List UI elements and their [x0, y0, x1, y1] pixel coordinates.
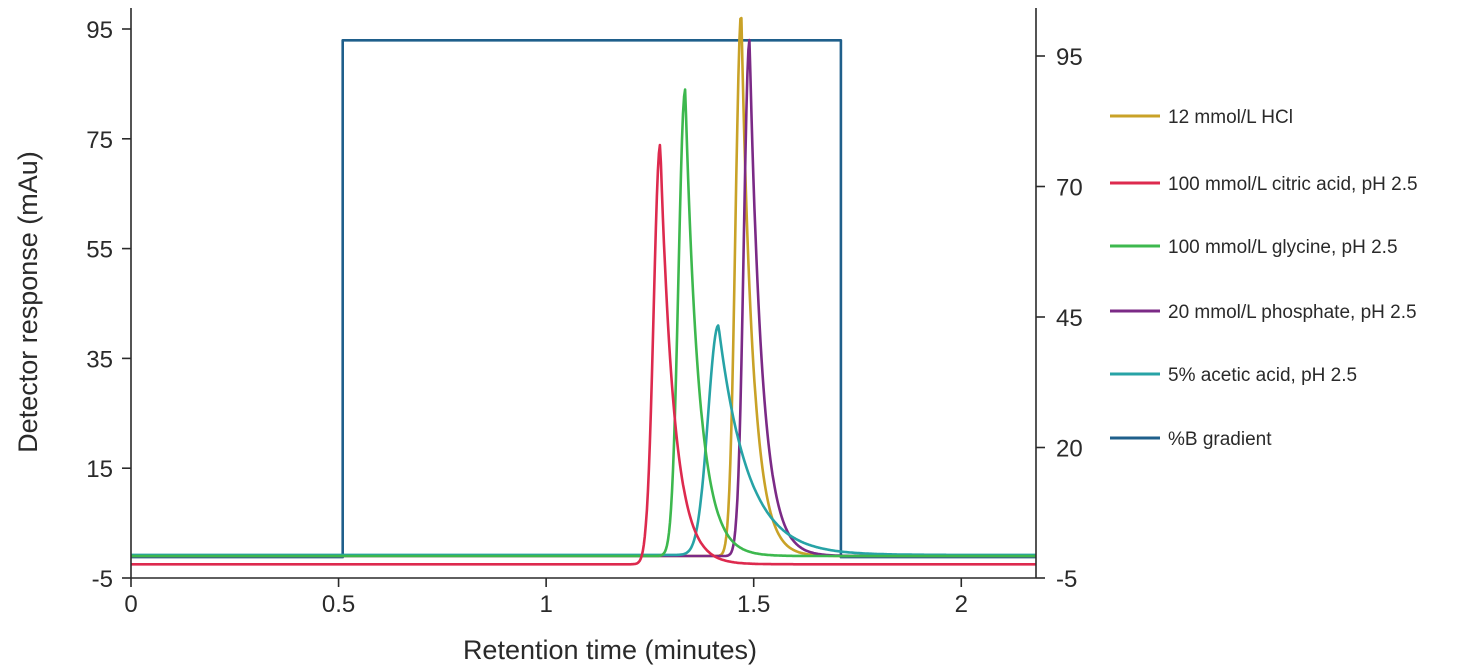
series-layer — [130, 16, 1037, 566]
y-axis-title: Detector response (mAu) — [13, 151, 43, 453]
left-y-tick-label: -5 — [92, 566, 113, 593]
series-line-0 — [130, 16, 1037, 558]
legend-label: %B gradient — [1168, 429, 1272, 450]
legend-label: 12 mmol/L HCl — [1168, 107, 1293, 128]
left-y-tick-label: 35 — [86, 346, 113, 373]
legend-label: 20 mmol/L phosphate, pH 2.5 — [1168, 302, 1417, 323]
x-tick-label: 0 — [124, 591, 137, 618]
x-tick-label: 2 — [955, 591, 968, 618]
legend: 12 mmol/L HCl 100 mmol/L citric acid, pH … — [1110, 107, 1418, 450]
left-y-tick-label: 95 — [86, 17, 113, 44]
right-y-tick-label: 70 — [1056, 175, 1083, 202]
ticks-layer: 0 0.5 1 1.5 2 -5 15 35 55 75 95 -5 20 45 70 95 — [86, 17, 1082, 618]
x-axis-title: Retention time (minutes) — [463, 635, 757, 665]
right-y-tick-label: 20 — [1056, 436, 1083, 463]
left-y-tick-label: 55 — [86, 237, 113, 264]
legend-label: 100 mmol/L glycine, pH 2.5 — [1168, 237, 1398, 258]
axes-layer — [130, 8, 1037, 579]
right-y-tick-label: 95 — [1056, 44, 1083, 71]
right-y-tick-label: -5 — [1056, 566, 1077, 593]
x-tick-label: 1.5 — [737, 591, 770, 618]
x-tick-label: 0.5 — [322, 591, 355, 618]
series-line-4 — [130, 324, 1037, 557]
series-line-3 — [130, 38, 1037, 558]
legend-label: 5% acetic acid, pH 2.5 — [1168, 365, 1357, 386]
left-y-tick-label: 15 — [86, 456, 113, 483]
series-line-1 — [130, 143, 1037, 566]
right-y-tick-label: 45 — [1056, 305, 1083, 332]
legend-label: 100 mmol/L citric acid, pH 2.5 — [1168, 174, 1418, 195]
series-line-2 — [130, 88, 1037, 558]
x-tick-label: 1 — [539, 591, 552, 618]
series-line-5 — [131, 39, 1036, 559]
left-y-tick-label: 75 — [86, 127, 113, 154]
